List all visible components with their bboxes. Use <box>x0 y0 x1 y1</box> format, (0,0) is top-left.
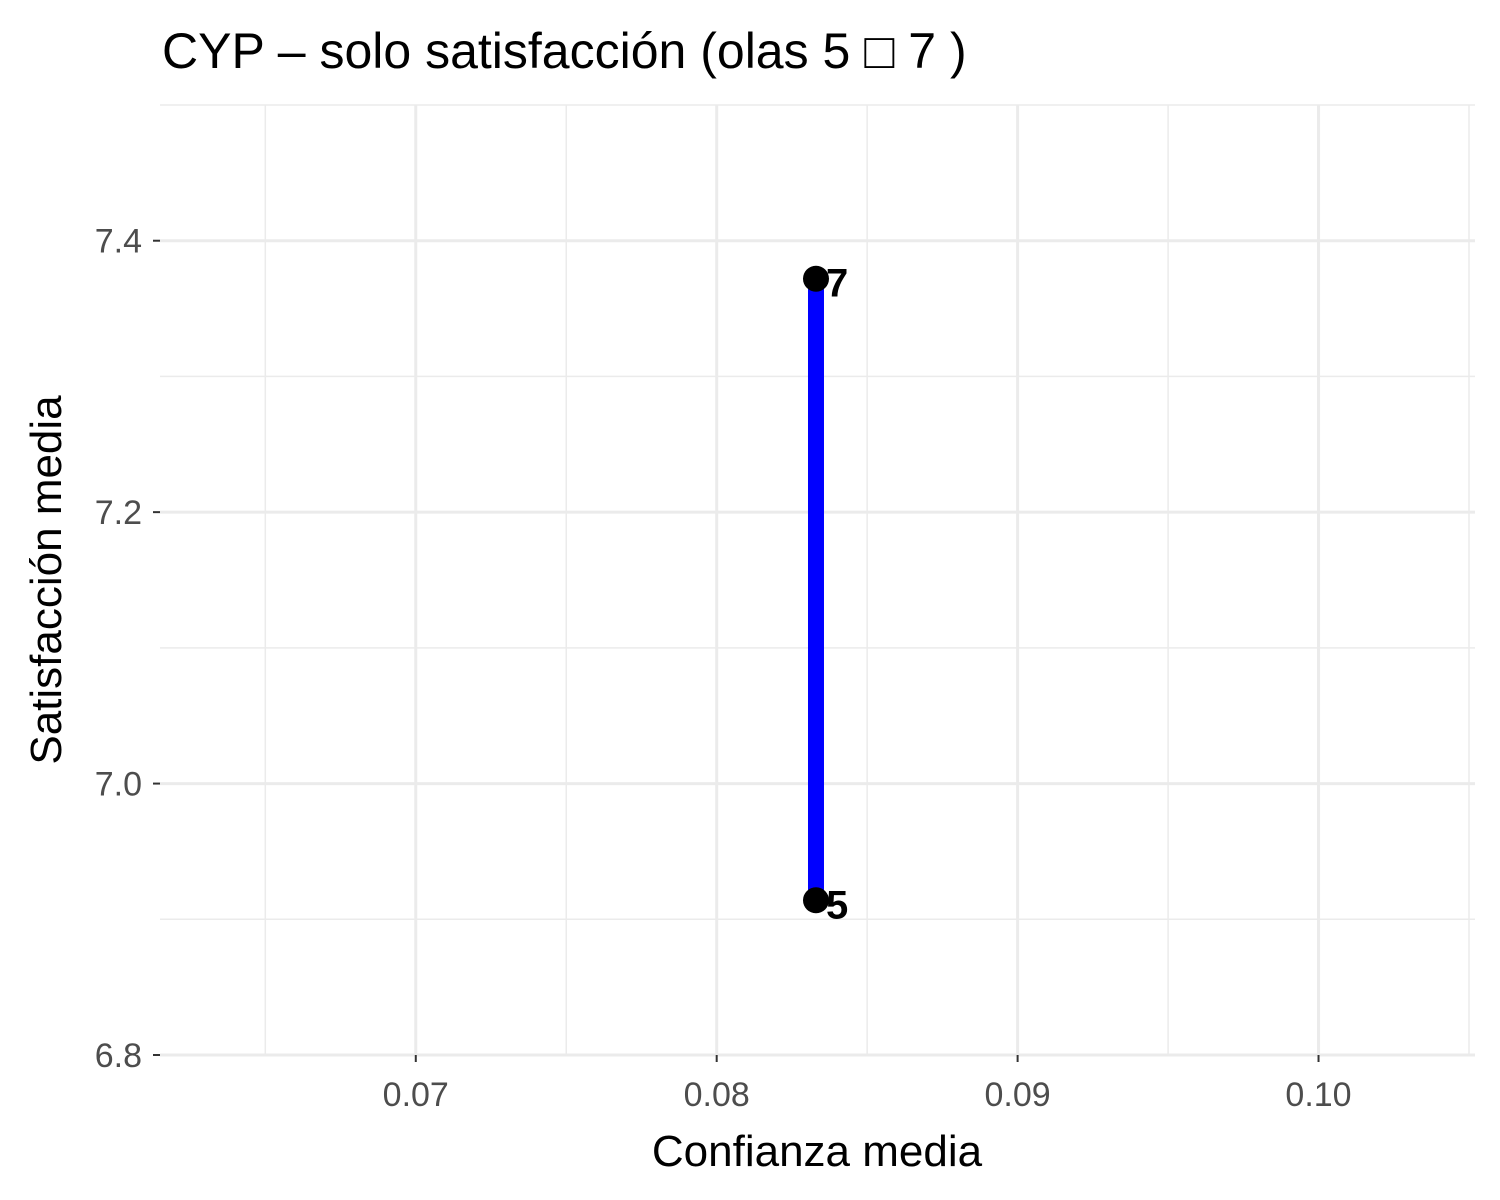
x-tick-label: 0.08 <box>684 1076 750 1114</box>
major-gridlines <box>160 105 1475 1057</box>
x-tick-label: 0.07 <box>383 1076 449 1114</box>
x-axis-title: Confianza media <box>652 1127 983 1176</box>
y-tick-labels: 6.8 7.0 7.2 7.4 <box>95 223 142 1075</box>
point-label: 7 <box>826 262 848 306</box>
y-tick-label: 7.4 <box>95 223 142 261</box>
y-tick-label: 7.0 <box>95 766 142 804</box>
x-tick-label: 0.10 <box>1285 1076 1351 1114</box>
chart-title: CYP – solo satisfacción (olas 5 □ 7 ) <box>162 23 967 79</box>
y-tick-label: 6.8 <box>95 1037 142 1075</box>
y-tick-label: 7.2 <box>95 494 142 532</box>
x-tick-labels: 0.07 0.08 0.09 0.10 <box>383 1076 1352 1114</box>
data-point <box>802 887 829 914</box>
y-axis-title: Satisfacción media <box>22 395 71 765</box>
minor-gridlines <box>160 104 1475 1055</box>
axis-ticks <box>153 239 1320 1062</box>
data-point <box>802 265 829 292</box>
point-label: 5 <box>826 883 848 927</box>
series-layer: 57 <box>802 262 848 927</box>
x-tick-label: 0.09 <box>985 1076 1051 1114</box>
